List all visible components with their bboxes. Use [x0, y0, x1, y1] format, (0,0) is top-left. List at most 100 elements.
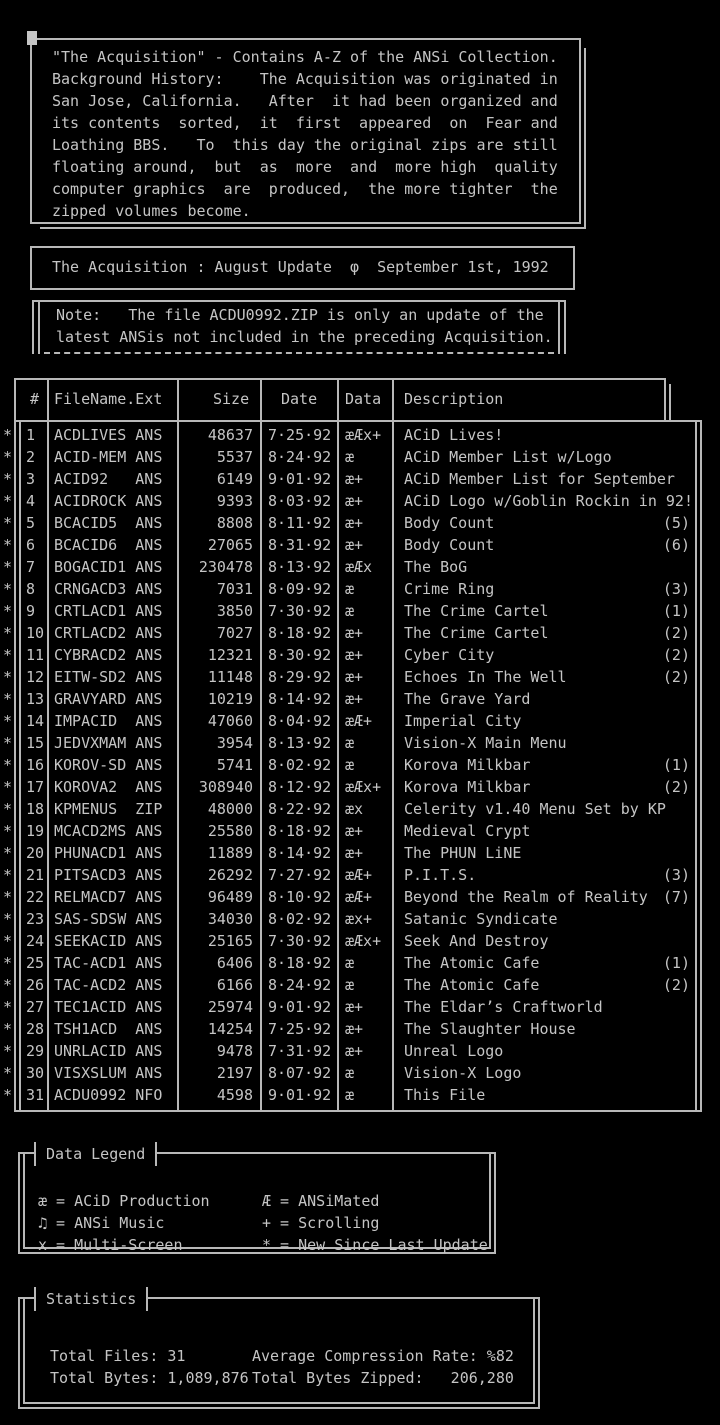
row-size: 6406 — [216, 954, 253, 972]
row-star-marker: * — [3, 910, 13, 928]
row-star-marker: * — [3, 1042, 13, 1060]
row-size: 8808 — [216, 514, 253, 532]
row-size: 9393 — [216, 492, 253, 510]
stats-item: Total Bytes Zipped: 206,280 — [252, 1369, 514, 1387]
table-row: * 30 VISXSLUM ANS 2197 8·07·92 æ Vision-X Logo — [0, 1062, 720, 1084]
row-date: 7·27·92 — [268, 866, 332, 884]
stats-right-inner-line — [533, 1299, 535, 1404]
col-sep-date — [337, 378, 339, 1112]
row-data-flags: æÆx — [345, 558, 373, 576]
note-box-top-line — [32, 300, 566, 302]
row-data-flags: æÆ+ — [345, 888, 373, 906]
row-star-marker: * — [3, 690, 13, 708]
row-number: 28 — [26, 1020, 45, 1038]
row-date: 7·25·92 — [268, 1020, 332, 1038]
legend-item: * = New Since Last Update — [262, 1236, 488, 1254]
row-description: Celerity v1.40 Menu Set by KP — [404, 800, 666, 818]
row-date: 8·29·92 — [268, 668, 332, 686]
row-count — [576, 842, 690, 864]
row-star-marker: * — [3, 470, 13, 488]
row-filename: CRTLACD2 ANS — [54, 624, 163, 642]
row-star-marker: * — [3, 998, 13, 1016]
row-count: (1) — [662, 756, 690, 774]
legend-bottom-inner-line — [23, 1247, 491, 1249]
row-count: (5) — [662, 514, 690, 532]
table-row: * 20 PHUNACD1 ANS 11889 8·14·92 æ+ The PHUN Li… — [0, 842, 720, 864]
row-data-flags: æ — [345, 954, 355, 972]
row-date: 9·01·92 — [268, 470, 332, 488]
row-data-flags: æ+ — [345, 822, 364, 840]
intro-line: its contents sorted, it first appeared o… — [52, 114, 558, 132]
row-filename: BOGACID1 ANS — [54, 558, 163, 576]
intro-line: computer graphics are produced, the more… — [52, 180, 558, 198]
row-data-flags: æ — [345, 448, 355, 466]
row-data-flags: æ+ — [345, 470, 364, 488]
note-box-left-inner-line — [38, 300, 40, 354]
row-date: 8·02·92 — [268, 756, 332, 774]
row-filename: SEEKACID ANS — [54, 932, 163, 950]
table-row: * 5 BCACID5 ANS 8808 8·11·92 æ+ Body Count (5) — [0, 512, 720, 534]
table-row: * 26 TAC-ACD2 ANS 6166 8·24·92 æ The Atomic Ca… — [0, 974, 720, 996]
row-description: The Grave Yard — [404, 690, 531, 708]
table-row: * 31 ACDU0992 NFO 4598 9·01·92 æ This File — [0, 1084, 720, 1106]
row-number: 12 — [26, 668, 45, 686]
row-size: 48637 — [207, 426, 253, 444]
legend-item: æ = ACiD Production — [38, 1192, 210, 1210]
row-filename: CYBRACD2 ANS — [54, 646, 163, 664]
row-data-flags: æ+ — [345, 536, 364, 554]
row-count — [576, 930, 690, 952]
table-row: * 16 KOROV-SD ANS 5741 8·02·92 æ Korova Milkba… — [0, 754, 720, 776]
header-data: Data — [345, 390, 382, 408]
corner-block-icon — [27, 31, 37, 45]
intro-box: "The Acquisition" - Contains A-Z of the … — [27, 31, 586, 229]
table-row: * 14 IMPACID ANS 47060 8·04·92 æÆ+ Imperial Ci… — [0, 710, 720, 732]
row-description: ACiD Member List w/Logo — [404, 448, 612, 466]
legend-left-inner-line — [23, 1154, 25, 1249]
row-date: 8·14·92 — [268, 844, 332, 862]
row-date: 8·07·92 — [268, 1064, 332, 1082]
row-number: 30 — [26, 1064, 45, 1082]
row-size: 25974 — [207, 998, 253, 1016]
row-count — [576, 1084, 690, 1106]
row-date: 8·13·92 — [268, 734, 332, 752]
header-date: Date — [281, 390, 318, 408]
row-description: Echoes In The Well — [404, 668, 567, 686]
table-row: * 25 TAC-ACD1 ANS 6406 8·18·92 æ The Atomic Ca… — [0, 952, 720, 974]
row-number: 19 — [26, 822, 45, 840]
row-size: 96489 — [207, 888, 253, 906]
col-sep-data — [392, 378, 394, 1112]
row-number: 15 — [26, 734, 45, 752]
row-data-flags: æ+ — [345, 844, 364, 862]
row-data-flags: æÆx+ — [345, 932, 382, 950]
row-number: 1 — [26, 426, 36, 444]
row-data-flags: æ+ — [345, 514, 364, 532]
intro-box-shadow-bottom — [40, 227, 586, 229]
row-size: 14254 — [207, 1020, 253, 1038]
row-data-flags: æ+ — [345, 1020, 364, 1038]
row-number: 23 — [26, 910, 45, 928]
table-row: * 27 TEC1ACID ANS 25974 9·01·92 æ+ The Eldar’s… — [0, 996, 720, 1018]
row-star-marker: * — [3, 712, 13, 730]
row-date: 8·18·92 — [268, 954, 332, 972]
row-filename: CRNGACD3 ANS — [54, 580, 163, 598]
row-size: 10219 — [207, 690, 253, 708]
row-description: The PHUN LiNE — [404, 844, 522, 862]
row-description: The Crime Cartel — [404, 602, 549, 620]
row-star-marker: * — [3, 778, 13, 796]
row-filename: ACDLIVES ANS — [54, 426, 163, 444]
row-number: 21 — [26, 866, 45, 884]
row-count: (2) — [662, 668, 690, 686]
row-description: Vision-X Logo — [404, 1064, 522, 1082]
row-description: Crime Ring — [404, 580, 495, 598]
row-number: 25 — [26, 954, 45, 972]
row-number: 27 — [26, 998, 45, 1016]
col-sep-filename — [177, 378, 179, 1112]
row-size: 230478 — [198, 558, 253, 576]
stats-left-inner-line — [23, 1299, 25, 1404]
row-filename: TAC-ACD1 ANS — [54, 954, 163, 972]
row-data-flags: æx — [345, 800, 364, 818]
row-data-flags: æ+ — [345, 492, 364, 510]
row-count: (2) — [662, 976, 690, 994]
table-row: * 7 BOGACID1 ANS 230478 8·13·92 æÆx The BoG — [0, 556, 720, 578]
row-number: 5 — [26, 514, 36, 532]
